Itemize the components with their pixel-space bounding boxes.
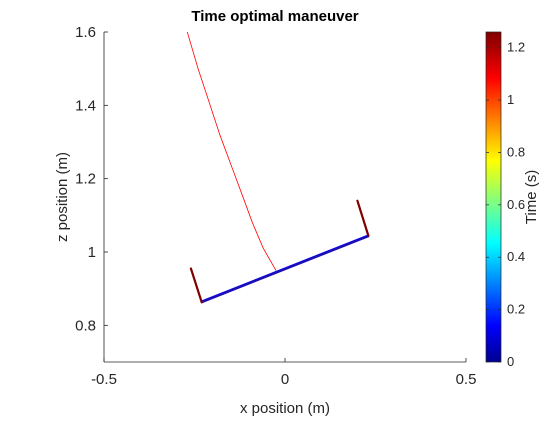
colorbar-tick-label: 0 <box>507 354 514 369</box>
series-arm-left <box>189 267 203 304</box>
y-tick-label: 1.6 <box>75 24 96 41</box>
y-tick-label: 1 <box>88 244 96 261</box>
colorbar-tick-label: 1.2 <box>507 40 525 55</box>
y-tick-label: 1.2 <box>75 171 96 188</box>
x-axis-label: x position (m) <box>240 400 330 417</box>
colorbar-ticks: 0 0.2 0.4 0.6 0.8 1 1.2 <box>486 40 525 369</box>
colorbar-label: Time (s) <box>523 170 540 224</box>
series-arm-right <box>356 199 370 237</box>
y-tick-label: 1.4 <box>75 97 96 114</box>
colorbar-tick-label: 0.8 <box>507 144 525 159</box>
colorbar-tick-label: 1 <box>507 92 514 107</box>
colorbar-tick-label: 0.2 <box>507 302 525 317</box>
x-tick-label: -0.5 <box>91 371 117 388</box>
colorbar <box>485 31 502 363</box>
y-tick-label: 0.8 <box>75 317 96 334</box>
chart-title: Time optimal maneuver <box>191 8 358 25</box>
plot-area <box>104 32 466 362</box>
x-tick-label: 0 <box>281 371 289 388</box>
x-tick-label: 0.5 <box>456 371 477 388</box>
series-group <box>186 32 370 304</box>
series-body-final <box>200 235 370 304</box>
colorbar-tick-label: 0.4 <box>507 249 525 264</box>
colorbar-tick-label: 0.6 <box>507 197 525 212</box>
series-trajectory <box>186 32 277 271</box>
axes: -0.5 0 0.5 0.8 1 1.2 1.4 1.6 <box>75 24 476 388</box>
y-axis-label: z position (m) <box>54 152 71 242</box>
